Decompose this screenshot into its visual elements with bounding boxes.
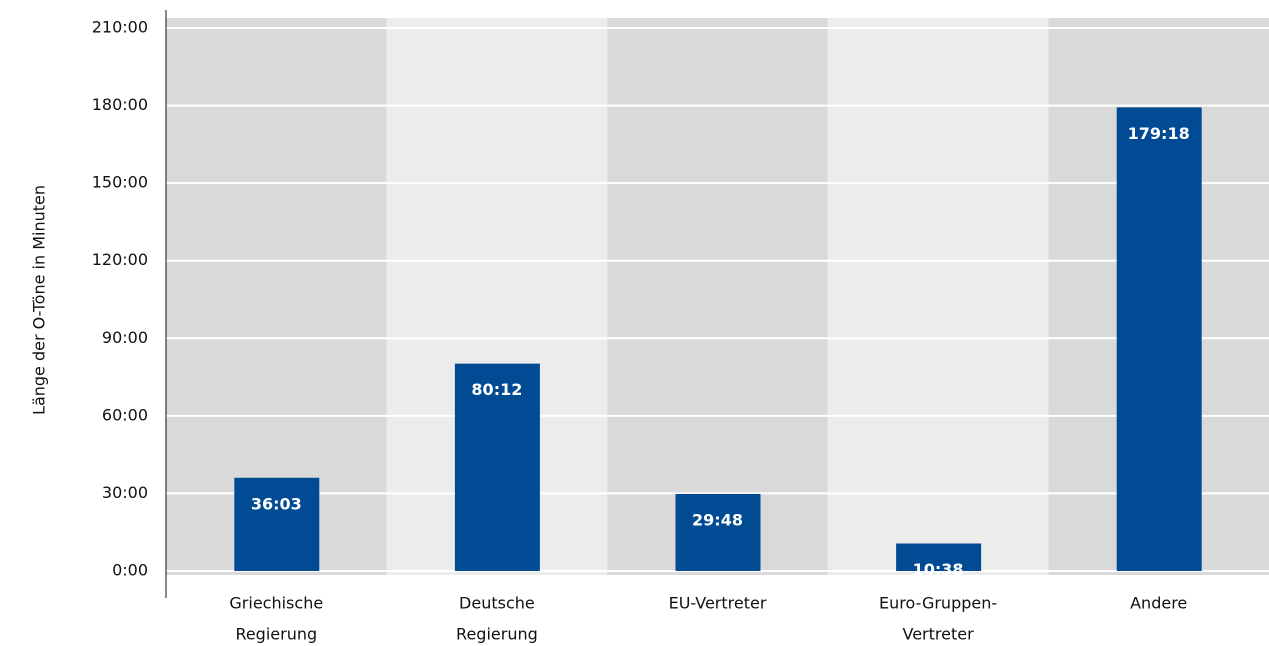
x-tick-label: Regierung (456, 625, 538, 644)
x-tick-label: Andere (1130, 594, 1187, 613)
x-tick-label: Vertreter (903, 625, 975, 644)
bar (1116, 107, 1202, 571)
category-band (607, 18, 828, 575)
category-band (827, 18, 1049, 575)
x-tick-label: Deutsche (459, 594, 535, 613)
x-tick-label: Griechische (229, 594, 323, 613)
x-tick-label: Regierung (235, 625, 317, 644)
bar (454, 363, 540, 571)
value-label: 10:38 (913, 560, 964, 579)
value-label: 80:12 (471, 380, 522, 399)
y-tick-label: 30:00 (102, 483, 148, 502)
y-axis-label: Länge der O-Töne in Minuten (30, 185, 49, 415)
y-tick-label: 90:00 (102, 328, 148, 347)
value-label: 36:03 (251, 494, 302, 513)
bar (675, 493, 761, 571)
value-label: 179:18 (1128, 124, 1190, 143)
y-tick-label: 120:00 (92, 250, 148, 269)
value-label: 29:48 (692, 510, 743, 529)
y-tick-label: 0:00 (112, 561, 148, 580)
x-tick-label: Euro-Gruppen- (879, 594, 997, 613)
y-tick-label: 150:00 (92, 173, 148, 192)
y-tick-label: 60:00 (102, 405, 148, 424)
y-tick-label: 210:00 (92, 18, 148, 37)
bar (234, 477, 320, 571)
y-tick-label: 180:00 (92, 95, 148, 114)
x-tick-label: EU-Vertreter (669, 594, 767, 613)
bar (896, 543, 982, 571)
